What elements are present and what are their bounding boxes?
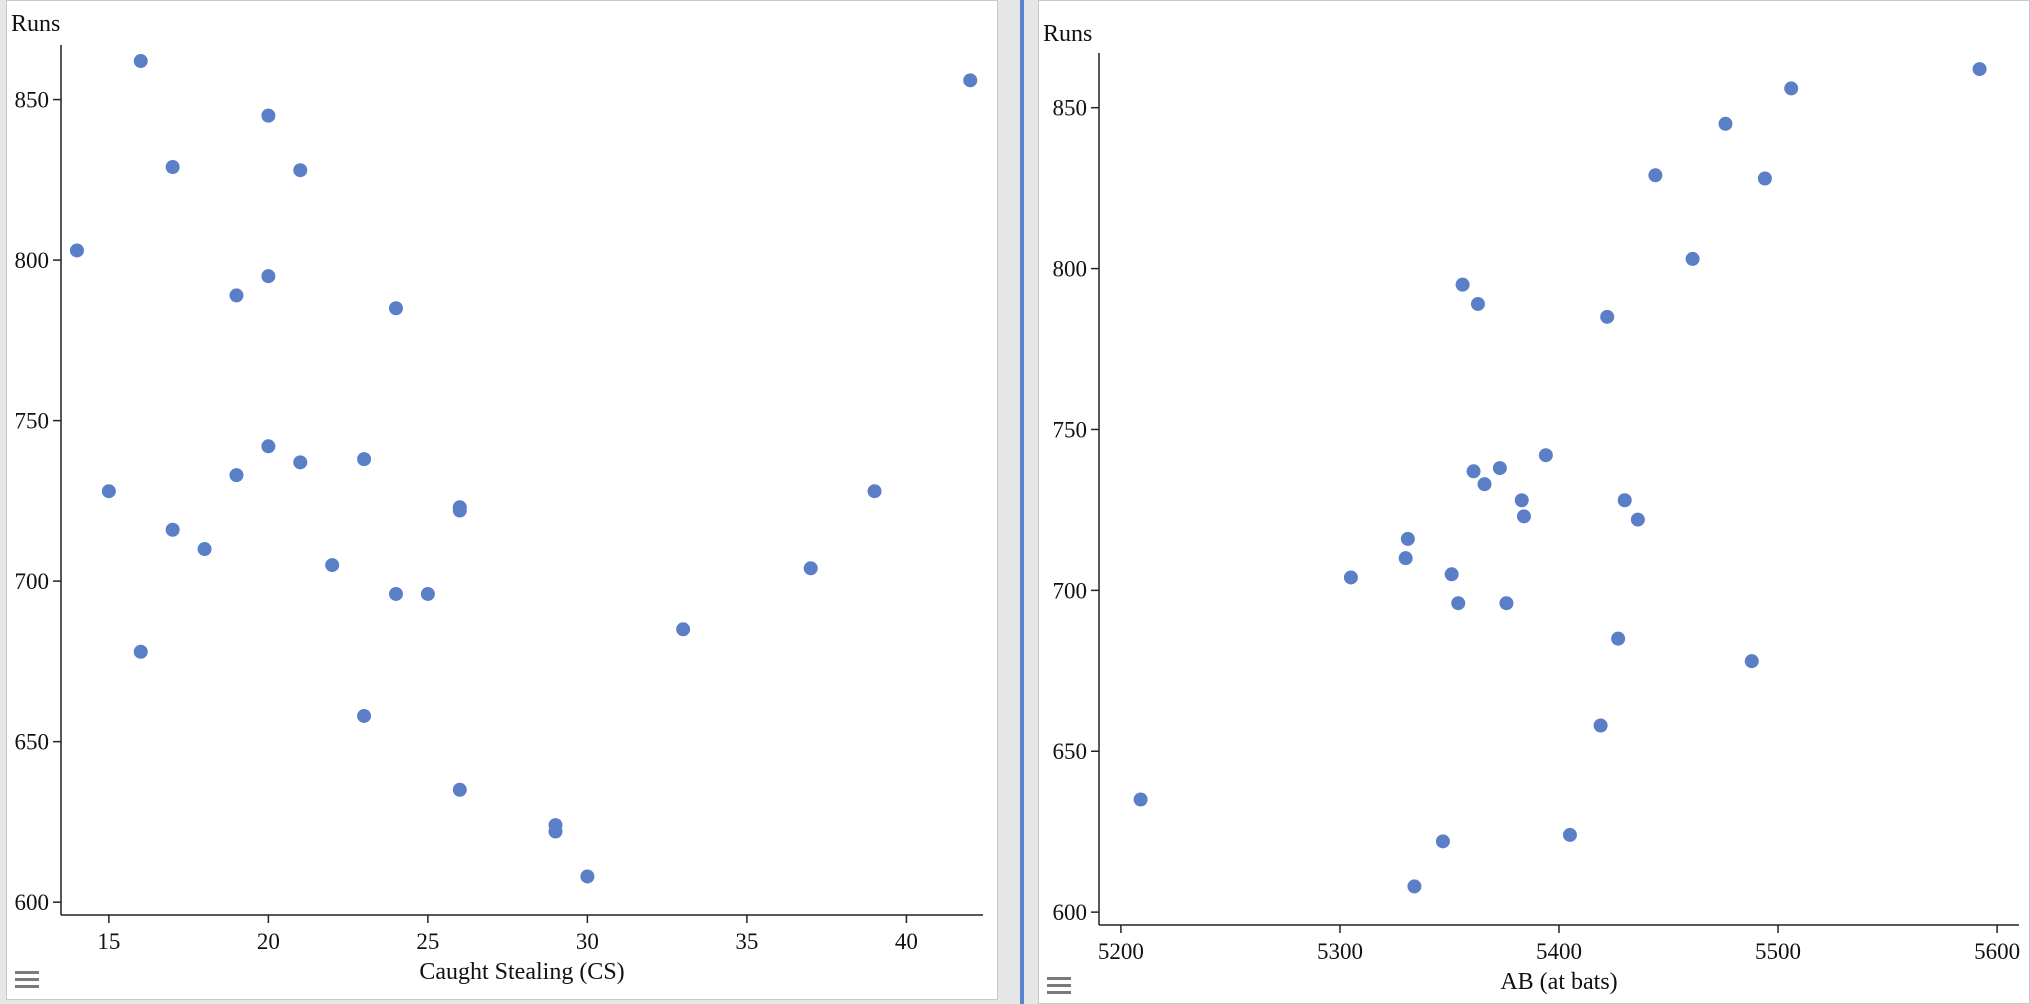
y-tick-label: 700 <box>1053 578 1088 603</box>
data-point <box>261 439 276 454</box>
data-point <box>1343 570 1358 585</box>
y-tick-label: 600 <box>15 890 50 915</box>
data-point <box>1538 448 1553 463</box>
data-point <box>1600 309 1615 324</box>
y-tick-label: 750 <box>1053 417 1088 442</box>
y-axis-label: Runs <box>1043 21 1092 47</box>
y-tick-label: 600 <box>1053 900 1088 925</box>
y-tick-label: 750 <box>15 409 50 434</box>
data-point <box>357 708 372 723</box>
data-point <box>1593 718 1608 733</box>
data-point <box>357 452 372 467</box>
data-point <box>388 301 403 316</box>
data-point <box>1470 296 1485 311</box>
data-point <box>452 503 467 518</box>
data-point <box>1972 62 1987 77</box>
data-point <box>963 73 978 88</box>
data-point <box>452 782 467 797</box>
x-tick-label: 15 <box>97 929 120 954</box>
data-point <box>676 622 691 637</box>
data-point <box>1784 81 1799 96</box>
y-tick-label: 650 <box>1053 739 1088 764</box>
data-point <box>293 163 308 178</box>
x-axis-label: Caught Stealing (CS) <box>419 959 624 985</box>
data-point <box>1611 631 1626 646</box>
data-point <box>1435 834 1450 849</box>
data-point <box>133 644 148 659</box>
data-point <box>580 869 595 884</box>
data-point <box>325 558 340 573</box>
y-tick-label: 800 <box>1053 257 1088 282</box>
data-point <box>1499 596 1514 611</box>
data-point <box>229 468 244 483</box>
data-point <box>1514 493 1529 508</box>
data-point <box>1133 792 1148 807</box>
data-point <box>293 455 308 470</box>
data-point <box>101 484 116 499</box>
x-tick-label: 35 <box>735 929 758 954</box>
x-tick-label: 30 <box>576 929 599 954</box>
data-point <box>1407 879 1422 894</box>
hamburger-menu-icon[interactable] <box>15 971 39 992</box>
left-scatter-plot: 600 650 700 750 800 850 15 20 25 30 35 40 Runs Caught… <box>11 11 983 985</box>
data-point <box>1466 464 1481 479</box>
data-point <box>197 542 212 557</box>
x-tick-label: 5200 <box>1098 939 1144 964</box>
data-point <box>548 824 563 839</box>
data-point <box>1718 116 1733 131</box>
data-point <box>1492 461 1507 476</box>
y-tick-label: 650 <box>15 730 50 755</box>
data-point <box>165 522 180 537</box>
y-axis-label: Runs <box>11 11 60 37</box>
y-tick-label: 850 <box>1053 96 1088 121</box>
data-point <box>1685 251 1700 266</box>
x-tick-label: 5300 <box>1317 939 1363 964</box>
data-point <box>388 586 403 601</box>
data-point <box>1451 596 1466 611</box>
data-point <box>1648 168 1663 183</box>
y-tick-label: 850 <box>15 88 50 113</box>
x-tick-label: 40 <box>895 929 918 954</box>
x-tick-label: 5600 <box>1974 939 2020 964</box>
data-point <box>803 561 818 576</box>
data-point <box>1744 654 1759 669</box>
y-tick-label: 800 <box>15 248 50 273</box>
data-point <box>229 288 244 303</box>
data-point <box>1400 531 1415 546</box>
x-tick-label: 20 <box>257 929 280 954</box>
data-point <box>420 586 435 601</box>
x-axis-label: AB (at bats) <box>1500 969 1617 995</box>
data-point <box>165 159 180 174</box>
data-point <box>1444 567 1459 582</box>
data-point <box>69 243 84 258</box>
y-tick-label: 700 <box>15 569 50 594</box>
x-tick-label: 25 <box>416 929 439 954</box>
data-point <box>1562 827 1577 842</box>
hamburger-menu-icon[interactable] <box>1047 977 1071 998</box>
right-plot-panel: 600 650 700 750 800 850 5200 5300 5400 5500 5600 Ru… <box>1038 0 2030 1004</box>
data-point <box>1398 551 1413 566</box>
data-point <box>133 54 148 69</box>
right-scatter-plot: 600 650 700 750 800 850 5200 5300 5400 5500 5600 Ru… <box>1043 21 2020 995</box>
x-tick-label: 5400 <box>1536 939 1582 964</box>
data-point <box>1477 477 1492 492</box>
data-point <box>1455 277 1470 292</box>
data-point <box>1757 171 1772 186</box>
x-tick-label: 5500 <box>1755 939 1801 964</box>
left-plot-panel: 600 650 700 750 800 850 15 20 25 30 35 40 Runs Caught… <box>6 0 998 1000</box>
data-point <box>1617 493 1632 508</box>
data-point <box>867 484 882 499</box>
data-point <box>261 269 276 284</box>
data-point <box>1630 512 1645 527</box>
panel-divider[interactable] <box>1020 0 1024 1004</box>
data-point <box>1516 509 1531 524</box>
data-point <box>261 108 276 123</box>
